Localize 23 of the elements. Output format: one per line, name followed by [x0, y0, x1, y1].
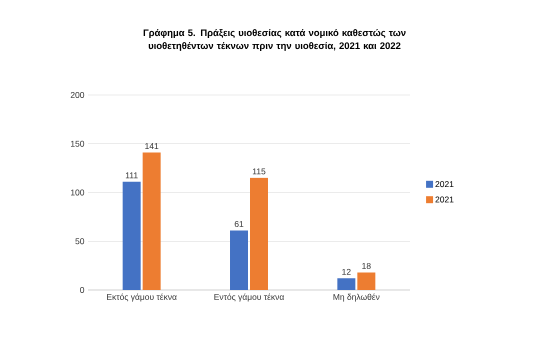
bar [122, 182, 141, 290]
data-label: 115 [252, 168, 266, 174]
data-label: 141 [145, 143, 158, 150]
bar [142, 152, 161, 290]
y-tick-label: 100 [70, 190, 84, 196]
y-tick-label: 50 [75, 238, 84, 244]
chart-title: Γράφημα 5. Πράξεις υιοθεσίας κατά νομικό καθεστώς των υιοθετηθέντων τέκνων πριν την υιοθεσία, 2021 και 2022 [144, 29, 406, 51]
data-label: 61 [234, 221, 244, 227]
bar [357, 272, 376, 290]
y-tick-label: 150 [70, 140, 84, 147]
x-tick-label: Εκτός γάμου τέκνα [107, 294, 177, 302]
legend-label: 2021 [435, 196, 454, 202]
data-label: 18 [362, 262, 371, 269]
y-tick-label: 200 [70, 92, 84, 98]
bar [337, 278, 356, 290]
data-label: 111 [126, 172, 138, 178]
y-tick-label: 0 [80, 287, 84, 293]
legend-label: 2021 [435, 181, 454, 188]
x-tick-label: Εντός γάμου τέκνα [214, 294, 284, 302]
bar [250, 178, 268, 290]
bar [230, 230, 248, 290]
x-tick-label: Μη δηλωθέν [334, 294, 380, 302]
data-label: 12 [342, 268, 351, 275]
